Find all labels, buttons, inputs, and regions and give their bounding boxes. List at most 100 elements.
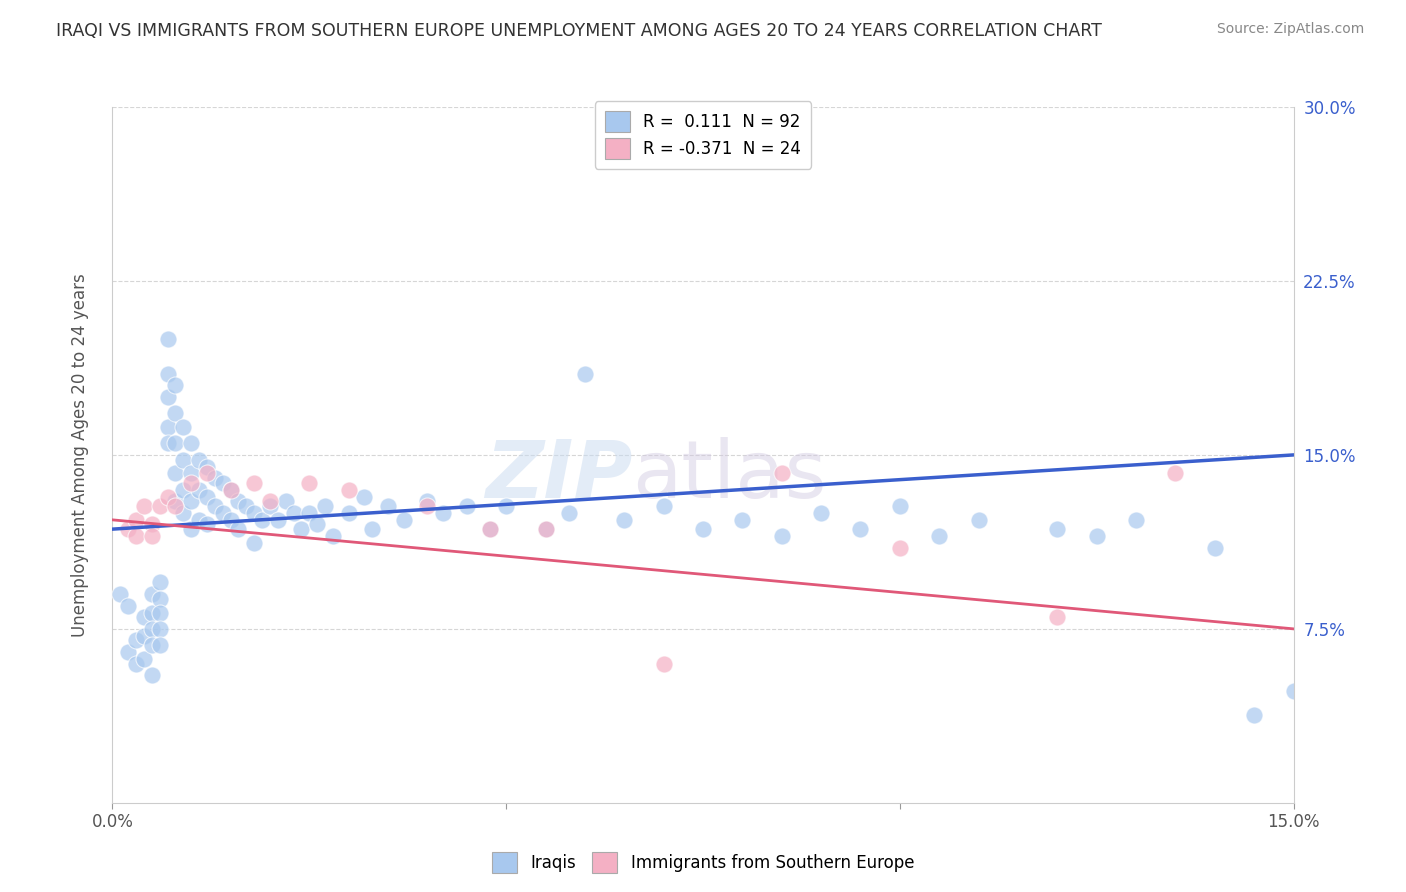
Point xyxy=(149,606,172,620)
Point xyxy=(188,513,211,527)
Point xyxy=(180,494,202,508)
Point xyxy=(219,483,242,497)
Point xyxy=(165,499,187,513)
Point xyxy=(141,587,163,601)
Point xyxy=(652,657,675,671)
Point xyxy=(165,436,187,450)
Point xyxy=(243,506,266,520)
Point xyxy=(967,513,990,527)
Point xyxy=(1282,684,1305,698)
Point xyxy=(534,522,557,536)
Point xyxy=(110,587,132,601)
Point xyxy=(204,471,226,485)
Point xyxy=(156,490,179,504)
Point xyxy=(392,513,415,527)
Point xyxy=(283,506,305,520)
Point xyxy=(132,652,155,666)
Point xyxy=(165,467,187,481)
Point xyxy=(172,506,194,520)
Point xyxy=(149,575,172,590)
Point xyxy=(1046,610,1069,624)
Point xyxy=(558,506,581,520)
Point xyxy=(259,499,281,513)
Text: atlas: atlas xyxy=(633,437,827,515)
Point xyxy=(432,506,454,520)
Point xyxy=(337,483,360,497)
Point xyxy=(125,513,148,527)
Point xyxy=(180,522,202,536)
Point xyxy=(228,494,250,508)
Point xyxy=(235,499,257,513)
Point xyxy=(141,517,163,532)
Point xyxy=(141,606,163,620)
Legend: R =  0.111  N = 92, R = -0.371  N = 24: R = 0.111 N = 92, R = -0.371 N = 24 xyxy=(595,102,811,169)
Point xyxy=(141,668,163,682)
Point xyxy=(149,591,172,606)
Point xyxy=(377,499,399,513)
Point xyxy=(1243,707,1265,722)
Point xyxy=(132,610,155,624)
Point xyxy=(165,494,187,508)
Point xyxy=(849,522,872,536)
Point xyxy=(228,522,250,536)
Point xyxy=(290,522,312,536)
Point xyxy=(195,467,218,481)
Point xyxy=(889,499,911,513)
Text: ZIP: ZIP xyxy=(485,437,633,515)
Point xyxy=(132,629,155,643)
Point xyxy=(195,459,218,474)
Point xyxy=(770,467,793,481)
Point xyxy=(165,378,187,392)
Point xyxy=(117,599,139,613)
Point xyxy=(165,406,187,420)
Point xyxy=(416,494,439,508)
Point xyxy=(889,541,911,555)
Point xyxy=(156,420,179,434)
Point xyxy=(613,513,636,527)
Text: Source: ZipAtlas.com: Source: ZipAtlas.com xyxy=(1216,22,1364,37)
Point xyxy=(479,522,502,536)
Point xyxy=(180,436,202,450)
Point xyxy=(156,390,179,404)
Point xyxy=(314,499,336,513)
Point xyxy=(141,622,163,636)
Point xyxy=(456,499,478,513)
Point xyxy=(259,494,281,508)
Point xyxy=(188,452,211,467)
Point xyxy=(298,475,321,490)
Point xyxy=(250,513,273,527)
Text: IRAQI VS IMMIGRANTS FROM SOUTHERN EUROPE UNEMPLOYMENT AMONG AGES 20 TO 24 YEARS : IRAQI VS IMMIGRANTS FROM SOUTHERN EUROPE… xyxy=(56,22,1102,40)
Point xyxy=(495,499,517,513)
Point xyxy=(125,633,148,648)
Point xyxy=(692,522,714,536)
Point xyxy=(337,506,360,520)
Point xyxy=(195,490,218,504)
Y-axis label: Unemployment Among Ages 20 to 24 years: Unemployment Among Ages 20 to 24 years xyxy=(70,273,89,637)
Point xyxy=(928,529,950,543)
Point xyxy=(180,475,202,490)
Point xyxy=(243,536,266,550)
Point xyxy=(211,506,233,520)
Point xyxy=(307,517,329,532)
Point xyxy=(770,529,793,543)
Point xyxy=(810,506,832,520)
Point xyxy=(172,483,194,497)
Point xyxy=(132,499,155,513)
Point xyxy=(1164,467,1187,481)
Point xyxy=(141,638,163,652)
Point xyxy=(172,452,194,467)
Point xyxy=(1204,541,1226,555)
Point xyxy=(479,522,502,536)
Point xyxy=(219,483,242,497)
Point xyxy=(172,420,194,434)
Point xyxy=(1125,513,1147,527)
Point xyxy=(117,645,139,659)
Point xyxy=(731,513,754,527)
Point xyxy=(125,529,148,543)
Point xyxy=(156,367,179,381)
Point xyxy=(574,367,596,381)
Point xyxy=(219,513,242,527)
Legend: Iraqis, Immigrants from Southern Europe: Iraqis, Immigrants from Southern Europe xyxy=(485,846,921,880)
Point xyxy=(180,467,202,481)
Point xyxy=(188,483,211,497)
